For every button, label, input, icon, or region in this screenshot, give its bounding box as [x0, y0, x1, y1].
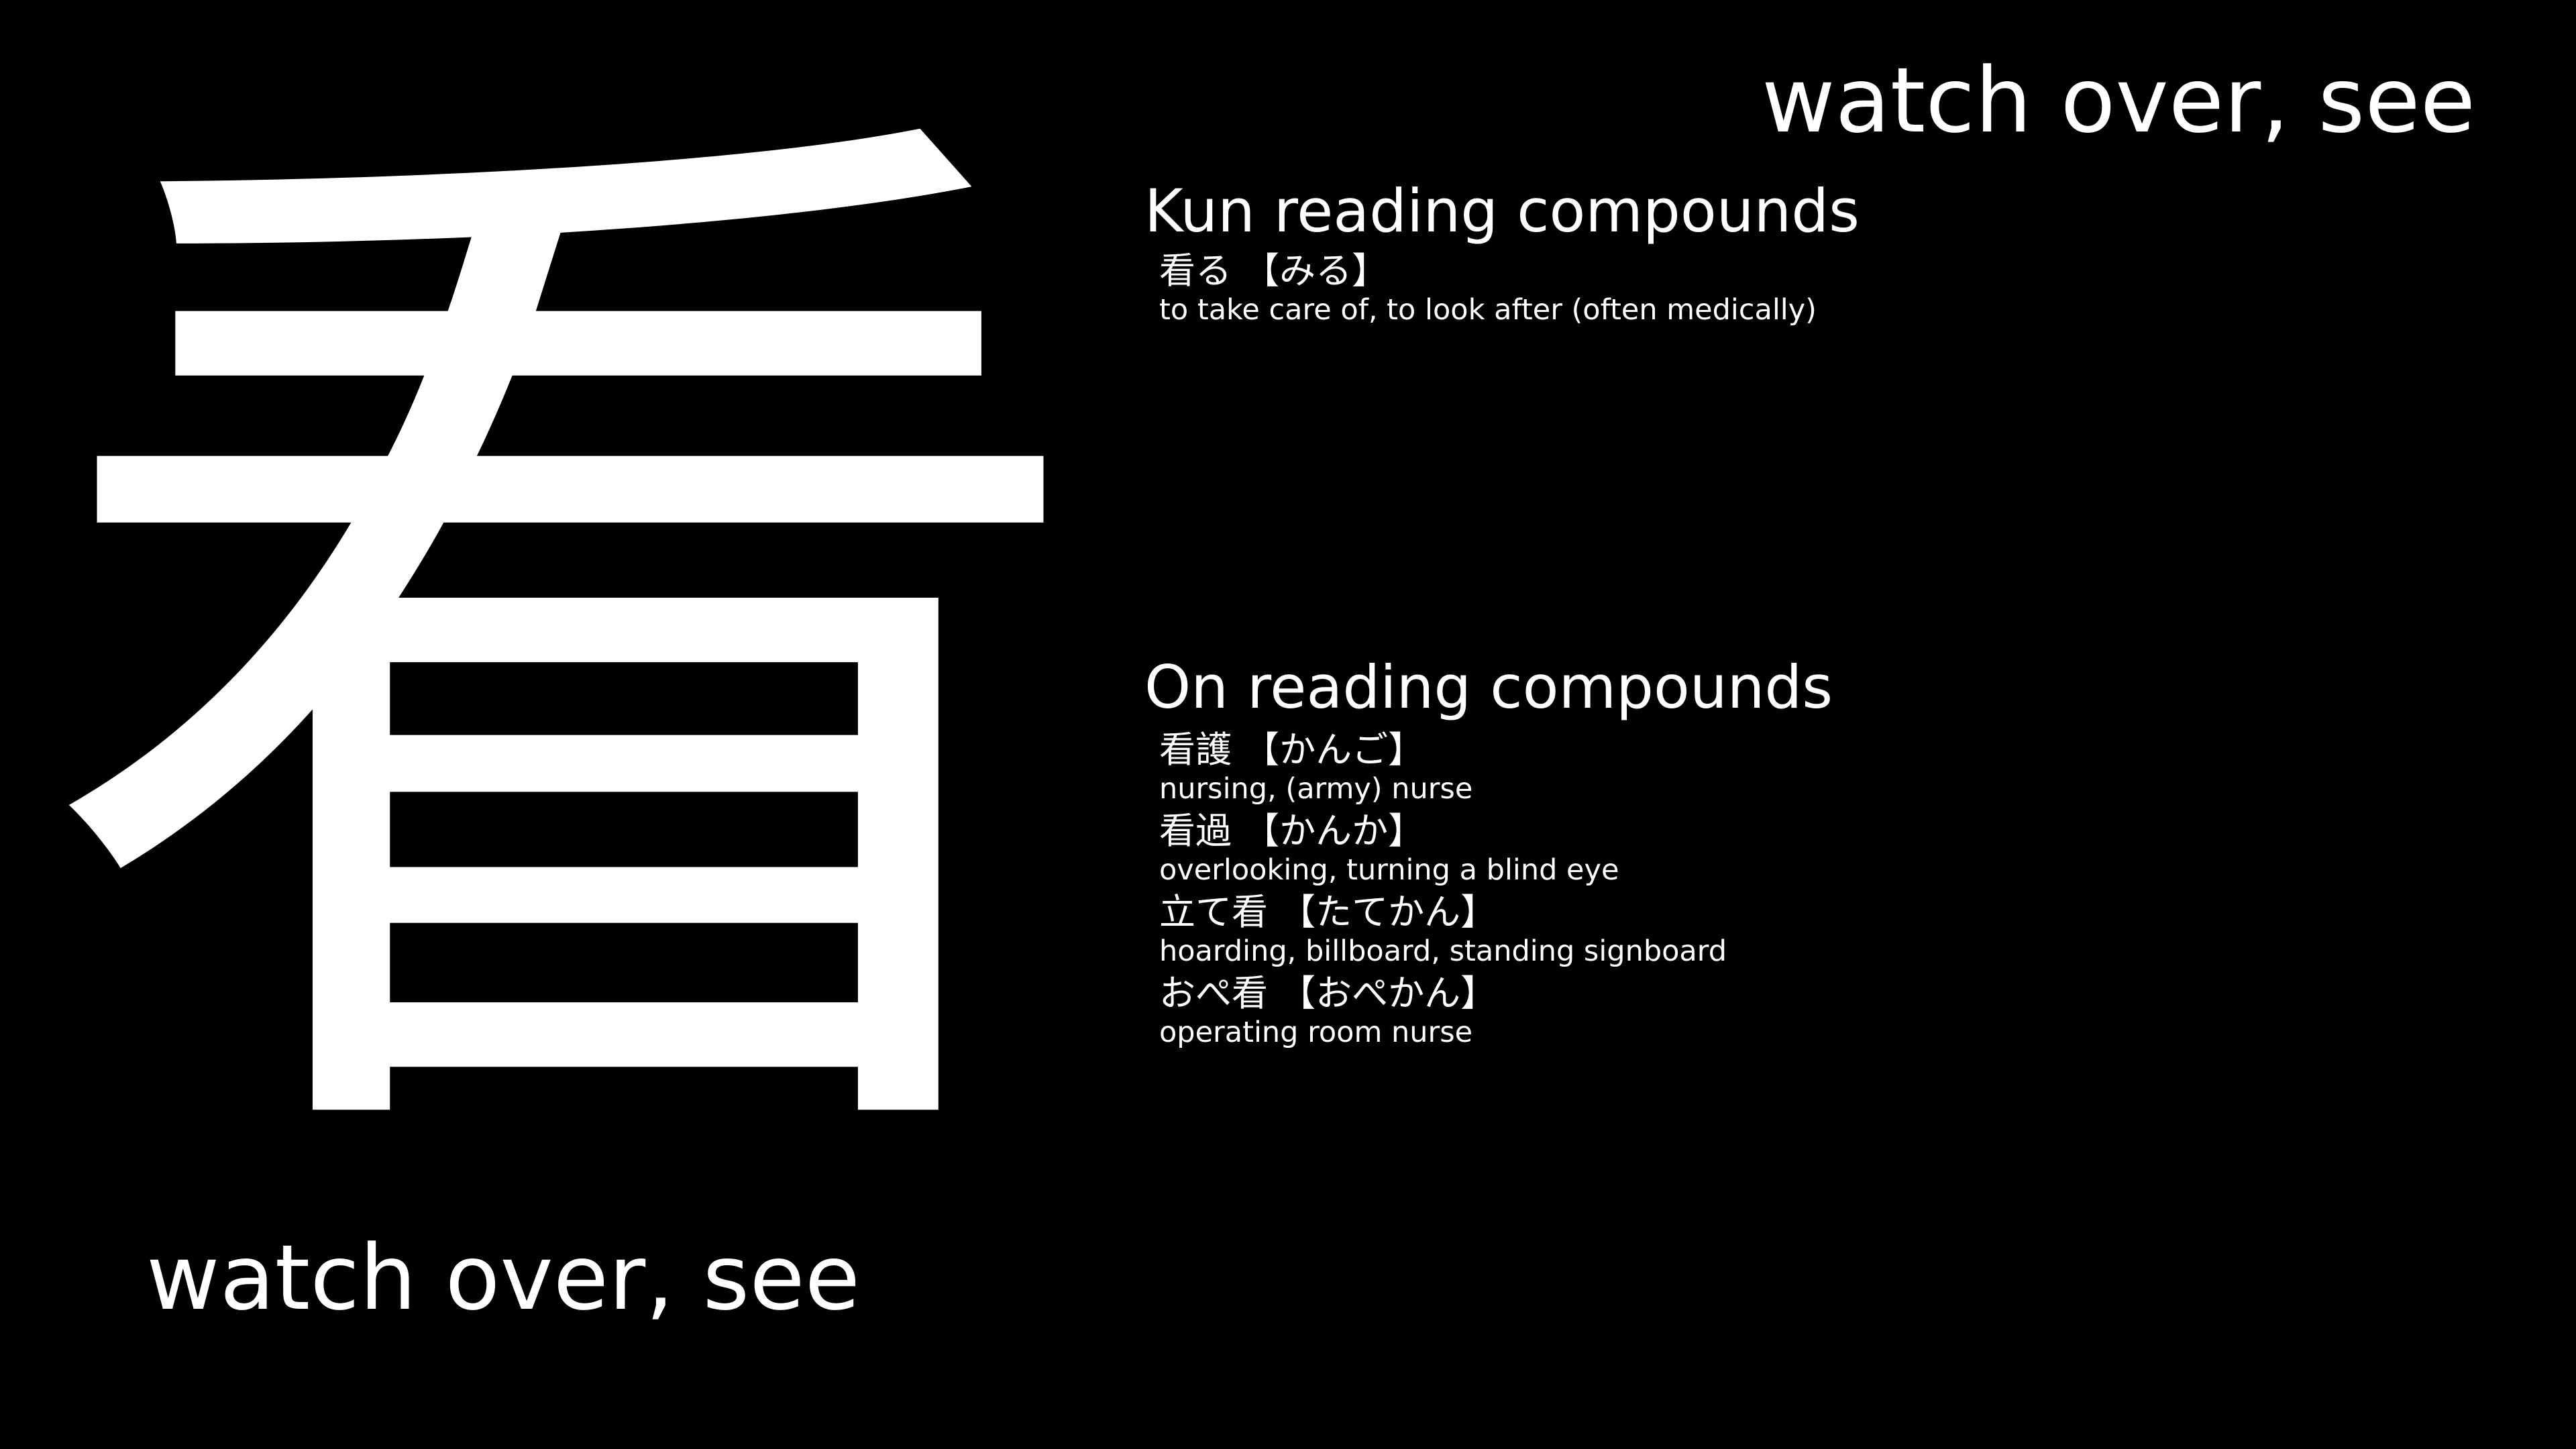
compound-word-line: 立て看 【たてかん】	[1159, 891, 1727, 934]
meaning-caption-bottom: watch over, see	[146, 1226, 861, 1330]
compound-word: おぺ看	[1159, 972, 1268, 1014]
compound-word: 立て看	[1159, 891, 1268, 933]
compound-word: 看る	[1159, 250, 1232, 292]
compound-gloss: hoarding, billboard, standing signboard	[1159, 934, 1727, 968]
compound-word-line: おぺ看 【おぺかん】	[1159, 972, 1727, 1015]
compound-gloss: nursing, (army) nurse	[1159, 772, 1473, 806]
compound-reading: 【かんご】	[1243, 729, 1425, 771]
kun-reading-heading: Kun reading compounds	[1144, 176, 1860, 246]
compound-item: おぺ看 【おぺかん】 operating room nurse	[1159, 972, 1727, 1053]
kun-compound-list: 看る 【みる】 to take care of, to look after (…	[1159, 250, 1817, 331]
compound-item: 看護 【かんご】 nursing, (army) nurse	[1159, 729, 1727, 810]
compound-reading: 【たてかん】	[1279, 891, 1497, 933]
compound-gloss: to take care of, to look after (often me…	[1159, 293, 1817, 327]
compound-reading: 【かんか】	[1243, 810, 1425, 852]
on-reading-heading: On reading compounds	[1144, 653, 1833, 722]
compound-word: 看護	[1159, 729, 1232, 771]
compound-word-line: 看る 【みる】	[1159, 250, 1817, 292]
compound-word-line: 看護 【かんご】	[1159, 729, 1727, 771]
kanji-character: 看	[34, 26, 1107, 1275]
compound-word: 看過	[1159, 810, 1232, 852]
meaning-title-top: watch over, see	[1762, 48, 2476, 153]
compound-word-line: 看過 【かんか】	[1159, 810, 1727, 853]
on-compound-list: 看護 【かんご】 nursing, (army) nurse 看過 【かんか】 …	[1159, 729, 1727, 1053]
compound-item: 看る 【みる】 to take care of, to look after (…	[1159, 250, 1817, 331]
compound-item: 立て看 【たてかん】 hoarding, billboard, standing…	[1159, 891, 1727, 972]
compound-reading: 【みる】	[1243, 250, 1389, 292]
compound-reading: 【おぺかん】	[1279, 972, 1497, 1014]
compound-item: 看過 【かんか】 overlooking, turning a blind ey…	[1159, 810, 1727, 891]
compound-gloss: operating room nurse	[1159, 1016, 1473, 1049]
compound-gloss: overlooking, turning a blind eye	[1159, 853, 1619, 887]
